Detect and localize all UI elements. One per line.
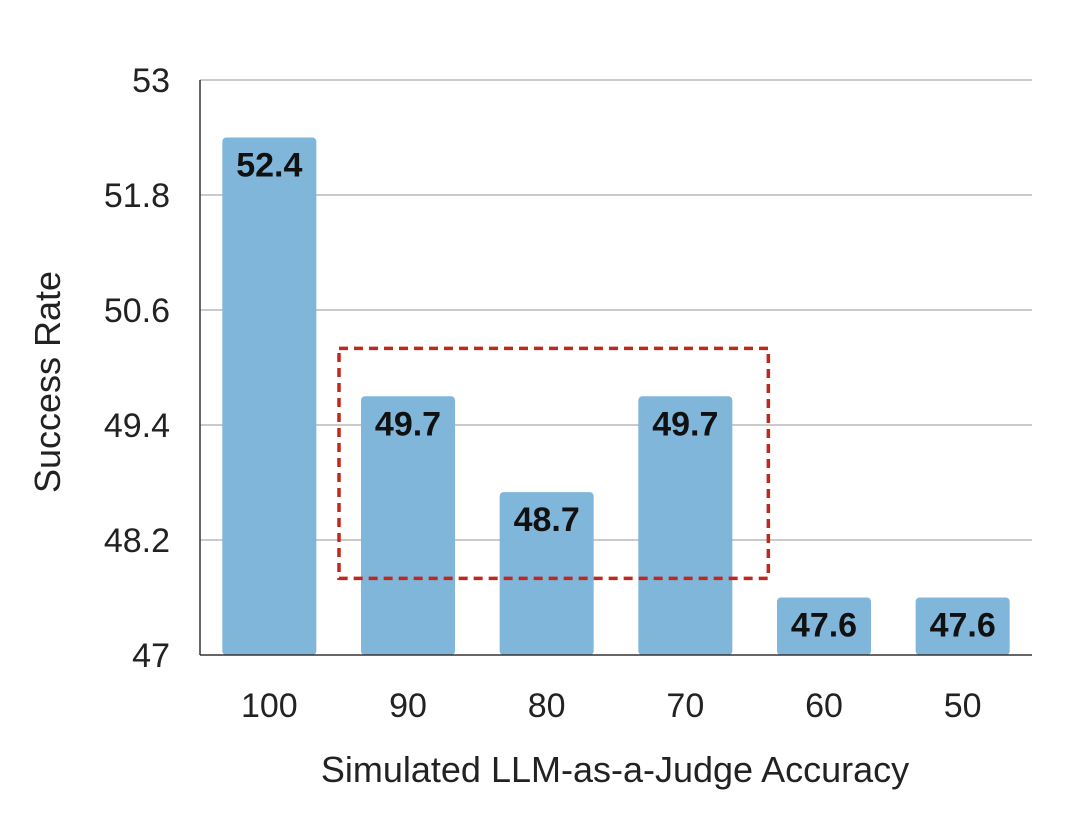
axes bbox=[199, 80, 1032, 656]
data-label: 47.6 bbox=[930, 607, 996, 645]
x-tick-label: 80 bbox=[528, 687, 566, 725]
y-tick-label: 49.4 bbox=[104, 407, 170, 445]
data-label: 48.7 bbox=[514, 501, 580, 539]
data-label: 49.7 bbox=[375, 405, 441, 443]
bar bbox=[499, 492, 594, 655]
x-tick-label: 60 bbox=[805, 687, 843, 725]
x-tick-label: 50 bbox=[944, 687, 982, 725]
bar bbox=[915, 597, 1010, 655]
y-tick-label: 51.8 bbox=[104, 177, 170, 215]
bar bbox=[361, 396, 455, 655]
bar bbox=[777, 597, 871, 655]
y-tick-label: 53 bbox=[132, 62, 170, 100]
bar bbox=[638, 396, 733, 655]
data-label: 47.6 bbox=[791, 607, 857, 645]
x-tick-label: 100 bbox=[241, 687, 298, 725]
x-tick-label: 70 bbox=[666, 687, 704, 725]
data-label: 49.7 bbox=[652, 405, 718, 443]
x-tick-label: 90 bbox=[389, 687, 427, 725]
y-tick-label: 48.2 bbox=[104, 522, 170, 560]
y-tick-label: 50.6 bbox=[104, 292, 170, 330]
y-axis-title: Success Rate bbox=[27, 271, 68, 493]
bars bbox=[222, 137, 1010, 655]
bar bbox=[222, 137, 317, 655]
gridlines bbox=[200, 79, 1032, 541]
highlight-box-layer bbox=[337, 346, 771, 581]
labels: 47 48.2 49.4 50.6 51.8 53 52.4 100 49.7 90 48.7 80 4… bbox=[104, 62, 996, 725]
x-axis-title: Simulated LLM-as-a-Judge Accuracy bbox=[321, 749, 909, 790]
data-label: 52.4 bbox=[236, 147, 302, 185]
highlight-box bbox=[337, 346, 771, 581]
y-tick-label: 47 bbox=[132, 637, 170, 675]
